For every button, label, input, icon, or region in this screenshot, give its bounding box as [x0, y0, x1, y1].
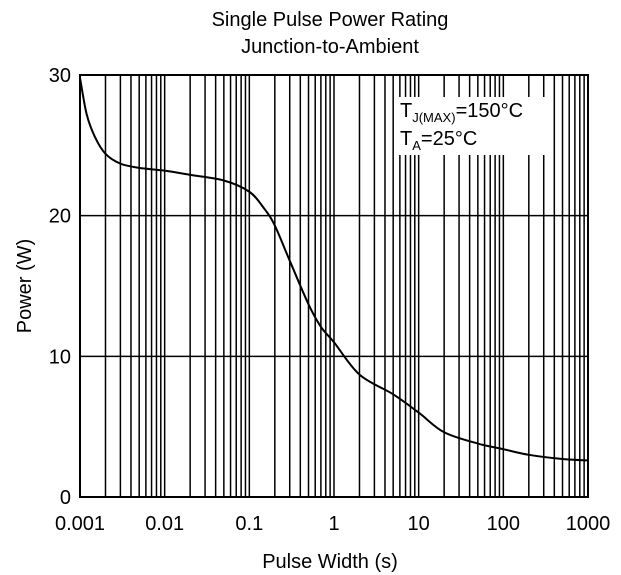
y-tick-label: 10	[49, 346, 71, 368]
tick-labels: 0.001 0.01 0.1 1 10 100 1000 0 10 20 30	[49, 65, 611, 535]
chart-title: Single Pulse Power Rating	[212, 9, 449, 31]
x-tick-label: 0.1	[235, 513, 263, 535]
y-tick-label: 0	[60, 487, 71, 509]
annotation-box: TJ(MAX)=150°C TA=25°C	[397, 97, 545, 155]
x-tick-label: 100	[487, 513, 520, 535]
grid-lines	[80, 75, 588, 497]
x-tick-label: 1	[328, 513, 339, 535]
x-axis-label: Pulse Width (s)	[262, 551, 398, 573]
y-tick-label: 30	[49, 65, 71, 87]
x-tick-label: 0.01	[145, 513, 184, 535]
annotation-background	[397, 97, 545, 155]
annotation-text: TA=25°C	[400, 128, 477, 153]
y-tick-label: 20	[49, 206, 71, 228]
x-tick-label: 10	[408, 513, 430, 535]
chart-subtitle: Junction-to-Ambient	[241, 36, 419, 58]
series-line	[79, 77, 589, 462]
y-axis-label: Power (W)	[14, 239, 36, 333]
x-tick-label: 1000	[566, 513, 611, 535]
series-layer	[79, 77, 589, 462]
plot-frame	[79, 74, 589, 498]
x-tick-label: 0.001	[55, 513, 105, 535]
annotation-text: TJ(MAX)=150°C	[400, 100, 523, 125]
